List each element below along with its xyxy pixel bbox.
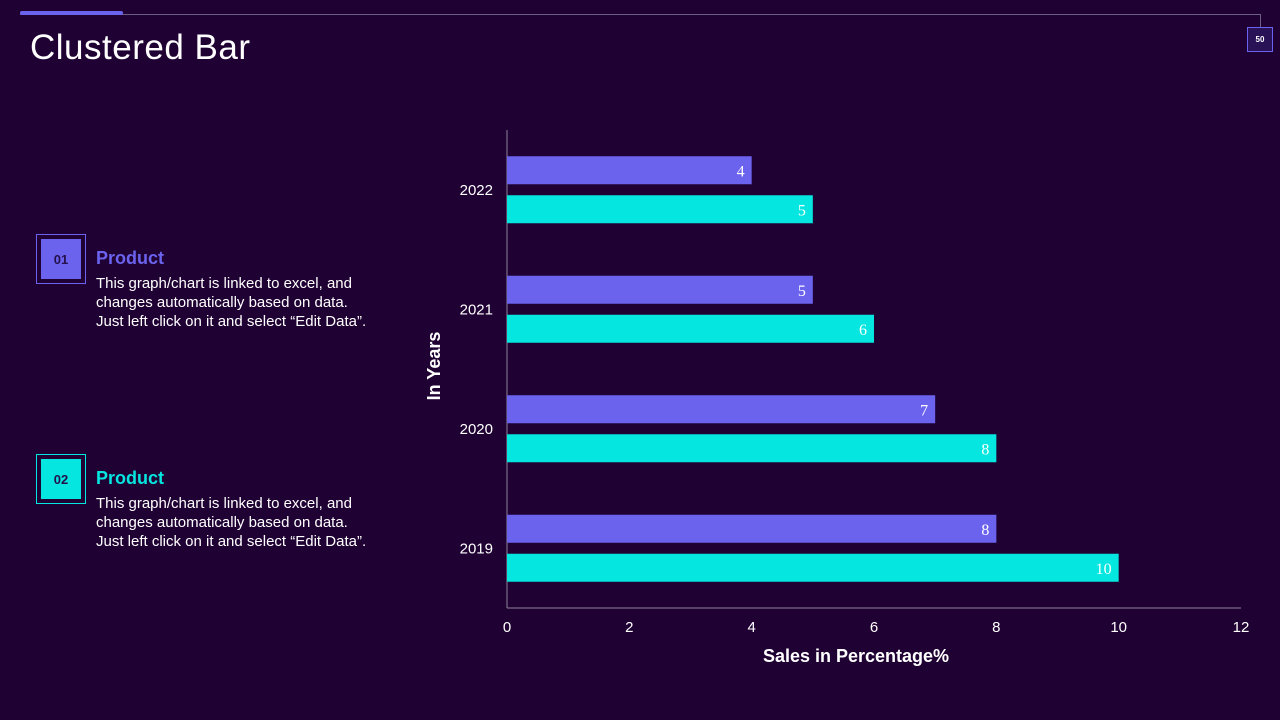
bar-series-1 <box>507 514 997 543</box>
item-number: 01 <box>41 239 81 279</box>
top-accent-bar <box>20 11 123 15</box>
top-divider-drop <box>1260 14 1261 28</box>
bar-data-label: 8 <box>981 522 989 539</box>
x-tick-label: 0 <box>503 619 511 636</box>
item-description-line: changes automatically based on data. <box>96 294 348 311</box>
item-description: This graph/chart is linked to excel, and… <box>96 494 396 551</box>
x-tick-label: 8 <box>992 619 1000 636</box>
item-description-line: This graph/chart is linked to excel, and <box>96 495 352 512</box>
page-number-badge: 50 <box>1247 27 1273 52</box>
y-tick-label: 2021 <box>460 301 493 318</box>
item-heading: Product <box>96 468 165 488</box>
y-tick-label: 2020 <box>460 421 493 438</box>
y-axis-title: In Years <box>424 332 444 401</box>
bar-data-label: 4 <box>737 163 745 180</box>
item-number: 02 <box>41 459 81 499</box>
x-axis-title: Sales in Percentage% <box>763 646 949 666</box>
x-tick-label: 4 <box>747 619 755 636</box>
x-tick-label: 12 <box>1233 619 1250 636</box>
bar-series-2 <box>507 195 813 224</box>
bar-data-label: 5 <box>798 202 806 219</box>
bar-data-label: 6 <box>859 322 867 339</box>
item-description-line: changes automatically based on data. <box>96 514 348 531</box>
item-heading: Product <box>96 248 165 268</box>
bar-data-label: 7 <box>920 402 928 419</box>
bar-data-label: 5 <box>798 283 806 300</box>
x-tick-label: 6 <box>870 619 878 636</box>
bar-series-1 <box>507 395 936 424</box>
item-description-line: Just left click on it and select “Edit D… <box>96 313 367 330</box>
bar-series-1 <box>507 275 813 304</box>
item-description-line: This graph/chart is linked to excel, and <box>96 275 352 292</box>
x-tick-label: 10 <box>1110 619 1127 636</box>
y-tick-label: 2019 <box>460 540 493 557</box>
bar-series-2 <box>507 314 874 343</box>
top-divider-line <box>20 14 1261 15</box>
bar-series-2 <box>507 434 997 463</box>
bar-series-2 <box>507 553 1119 582</box>
item-number-box: 01 <box>36 234 86 284</box>
item-number-box: 02 <box>36 454 86 504</box>
page-title: Clustered Bar <box>30 28 251 67</box>
item-description: This graph/chart is linked to excel, and… <box>96 274 396 331</box>
bar-data-label: 8 <box>981 441 989 458</box>
x-tick-label: 2 <box>625 619 633 636</box>
item-description-line: Just left click on it and select “Edit D… <box>96 533 367 550</box>
bar-data-label: 10 <box>1096 561 1112 578</box>
bar-series-1 <box>507 156 752 185</box>
y-tick-label: 2022 <box>460 182 493 199</box>
